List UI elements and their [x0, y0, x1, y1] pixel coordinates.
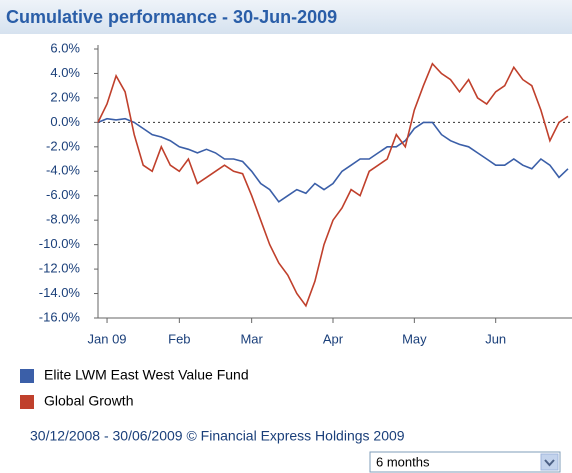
title-bar — [0, 0, 572, 34]
x-tick-label: Apr — [323, 331, 344, 346]
select-value[interactable]: 6 months — [376, 454, 430, 469]
y-tick-label: 4.0% — [50, 65, 80, 80]
y-tick-label: 0.0% — [50, 114, 80, 129]
y-tick-label: -10.0% — [39, 236, 81, 251]
y-tick-label: -6.0% — [46, 187, 80, 202]
legend-label: Global Growth — [44, 393, 133, 409]
y-tick-label: -8.0% — [46, 212, 80, 227]
y-tick-label: 6.0% — [50, 40, 80, 55]
x-tick-label: Mar — [240, 331, 263, 346]
x-tick-label: Jan 09 — [88, 331, 127, 346]
select-box[interactable] — [369, 451, 561, 473]
y-tick-label: -4.0% — [46, 163, 80, 178]
line-series — [97, 117, 569, 203]
y-tick-label: -16.0% — [39, 309, 81, 324]
x-tick-label: Feb — [168, 331, 190, 346]
y-tick-label: -2.0% — [46, 138, 80, 153]
x-tick-label: May — [402, 331, 427, 346]
range-selector[interactable]: 6 months — [369, 451, 561, 473]
y-tick-label: -12.0% — [39, 261, 81, 276]
legend-label: Elite LWM East West Value Fund — [44, 367, 249, 383]
select-arrow — [544, 459, 555, 467]
chart-title: Cumulative performance - 30-Jun-2009 — [6, 7, 337, 27]
legend-swatch — [20, 395, 34, 409]
y-tick-label: -14.0% — [39, 285, 81, 300]
select-button[interactable] — [540, 453, 559, 471]
legend-swatch — [20, 369, 34, 383]
y-tick-label: 2.0% — [50, 89, 80, 104]
line-series — [97, 62, 569, 308]
x-tick-label: Jun — [485, 331, 506, 346]
footer: 30/12/2008 - 30/06/2009 © Financial Expr… — [30, 428, 405, 444]
